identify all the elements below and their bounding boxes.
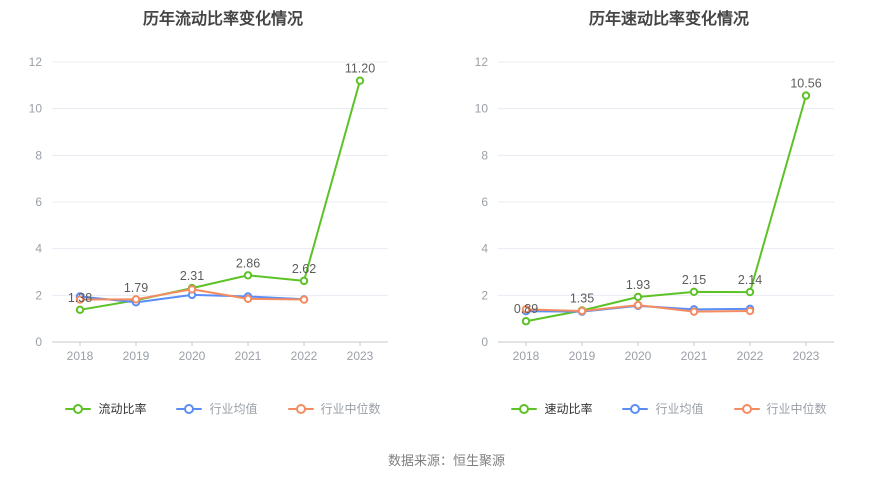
data-point[interactable] <box>745 287 755 297</box>
data-point[interactable] <box>299 276 309 286</box>
series-line <box>525 94 807 323</box>
legend-marker-dot-icon <box>295 404 306 414</box>
value-label: 11.20 <box>345 62 375 76</box>
y-axis-tick-label: 6 <box>481 195 488 209</box>
data-point[interactable] <box>577 306 587 316</box>
value-label: 1.79 <box>124 281 148 295</box>
data-point[interactable] <box>243 294 253 304</box>
x-axis-tick-label: 2018 <box>67 349 94 361</box>
legend-marker-dot-icon <box>184 404 195 414</box>
data-source-text: 数据来源：恒生聚源 <box>387 453 505 468</box>
value-label: 0.89 <box>514 302 538 316</box>
legend-marker-dot-icon <box>741 404 752 414</box>
y-axis-tick-label: 0 <box>35 335 42 349</box>
legend-marker-icon <box>176 404 203 414</box>
value-label: 2.31 <box>180 269 204 283</box>
legend-marker-icon <box>511 404 538 414</box>
data-point[interactable] <box>243 271 253 280</box>
value-label: 1.38 <box>68 291 92 305</box>
legend-marker-icon <box>65 404 92 414</box>
legend-marker-icon <box>287 404 314 414</box>
y-axis-tick-label: 8 <box>481 148 488 162</box>
current-ratio-chart-panel: 历年流动比率变化情况 0 2 4 6 8 10 12 2018 2019 2020 2021 2022… <box>0 0 446 417</box>
line-chart-svg: 0 2 4 6 8 10 12 2018 2019 2020 2021 2022 2023 1.38 1.7… <box>29 55 388 361</box>
y-axis-tick-label: 10 <box>29 102 43 116</box>
y-axis-tick-label: 0 <box>481 335 488 349</box>
x-axis-tick-label: 2023 <box>793 349 820 361</box>
legend-label: 流动比率 <box>98 402 147 416</box>
value-label: 1.93 <box>626 278 650 292</box>
legend-item[interactable]: 行业中位数 <box>287 402 381 416</box>
data-point[interactable] <box>75 305 85 314</box>
x-axis-tick-label: 2020 <box>625 349 652 361</box>
data-point[interactable] <box>131 295 141 304</box>
data-point[interactable] <box>633 300 643 310</box>
quick-ratio-chart-panel: 历年速动比率变化情况 0 2 4 6 8 10 12 2018 2019 2020 2021 2022… <box>446 0 892 417</box>
x-axis-tick-label: 2018 <box>513 349 540 361</box>
data-point[interactable] <box>689 307 699 316</box>
x-axis-tick-label: 2020 <box>179 349 206 361</box>
legend-marker-icon <box>733 404 760 414</box>
chart-title: 历年流动比率变化情况 <box>142 11 303 28</box>
data-point[interactable] <box>521 317 531 326</box>
x-axis-tick-label: 2021 <box>681 349 708 361</box>
chart-grid: 历年流动比率变化情况 0 2 4 6 8 10 12 2018 2019 2020 2021 2022… <box>0 0 892 417</box>
x-axis-tick-label: 2022 <box>291 349 318 361</box>
value-label: 10.56 <box>790 77 821 91</box>
y-axis-tick-label: 2 <box>35 288 42 302</box>
value-label: 2.86 <box>236 256 260 270</box>
data-point[interactable] <box>521 305 531 314</box>
value-label: 1.35 <box>570 292 594 306</box>
legend-item[interactable]: 行业均值 <box>622 402 704 416</box>
legend-label: 行业中位数 <box>320 402 381 416</box>
legend-marker-dot-icon <box>73 404 84 414</box>
legend-item[interactable]: 行业均值 <box>176 402 258 416</box>
data-point[interactable] <box>355 76 365 85</box>
x-axis-tick-label: 2021 <box>235 349 262 361</box>
series-line <box>79 79 361 311</box>
x-axis-tick-label: 2022 <box>737 349 764 361</box>
y-axis-tick-label: 4 <box>481 242 488 256</box>
legend-label: 速动比率 <box>544 402 593 416</box>
legend-item[interactable]: 流动比率 <box>65 402 146 416</box>
x-axis-tick-label: 2023 <box>347 349 374 361</box>
y-axis-tick-label: 8 <box>35 148 42 162</box>
data-point[interactable] <box>75 295 85 304</box>
data-point[interactable] <box>633 292 643 302</box>
y-axis-tick-label: 12 <box>475 55 489 69</box>
data-point[interactable] <box>187 285 197 294</box>
data-point[interactable] <box>689 287 699 297</box>
value-label: 2.14 <box>738 273 762 287</box>
y-axis-tick-label: 12 <box>29 55 43 69</box>
legend-label: 行业均值 <box>655 402 704 416</box>
legend-label: 行业均值 <box>209 402 258 416</box>
y-axis-tick-label: 2 <box>481 288 488 302</box>
data-point[interactable] <box>801 91 811 100</box>
chart-legend: 速动比率 行业均值 行业中位数 <box>446 401 892 417</box>
y-axis-tick-label: 6 <box>35 195 42 209</box>
line-chart-svg: 0 2 4 6 8 10 12 2018 2019 2020 2021 2022 2023 0.89 1.3… <box>475 55 834 361</box>
legend-marker-dot-icon <box>519 404 530 414</box>
legend-item[interactable]: 速动比率 <box>511 402 592 416</box>
legend-label: 行业中位数 <box>766 402 827 416</box>
data-point[interactable] <box>745 306 755 316</box>
legend-marker-dot-icon <box>630 404 641 414</box>
y-axis-tick-label: 10 <box>475 102 489 116</box>
data-point[interactable] <box>299 295 309 304</box>
x-axis-tick-label: 2019 <box>123 349 150 361</box>
chart-title: 历年速动比率变化情况 <box>588 11 749 28</box>
value-label: 2.62 <box>292 262 316 276</box>
chart-legend: 流动比率 行业均值 行业中位数 <box>0 401 446 417</box>
value-label: 2.15 <box>682 273 706 287</box>
x-axis-tick-label: 2019 <box>569 349 596 361</box>
legend-item[interactable]: 行业中位数 <box>733 402 827 416</box>
legend-marker-icon <box>622 404 649 414</box>
y-axis-tick-label: 4 <box>35 242 42 256</box>
